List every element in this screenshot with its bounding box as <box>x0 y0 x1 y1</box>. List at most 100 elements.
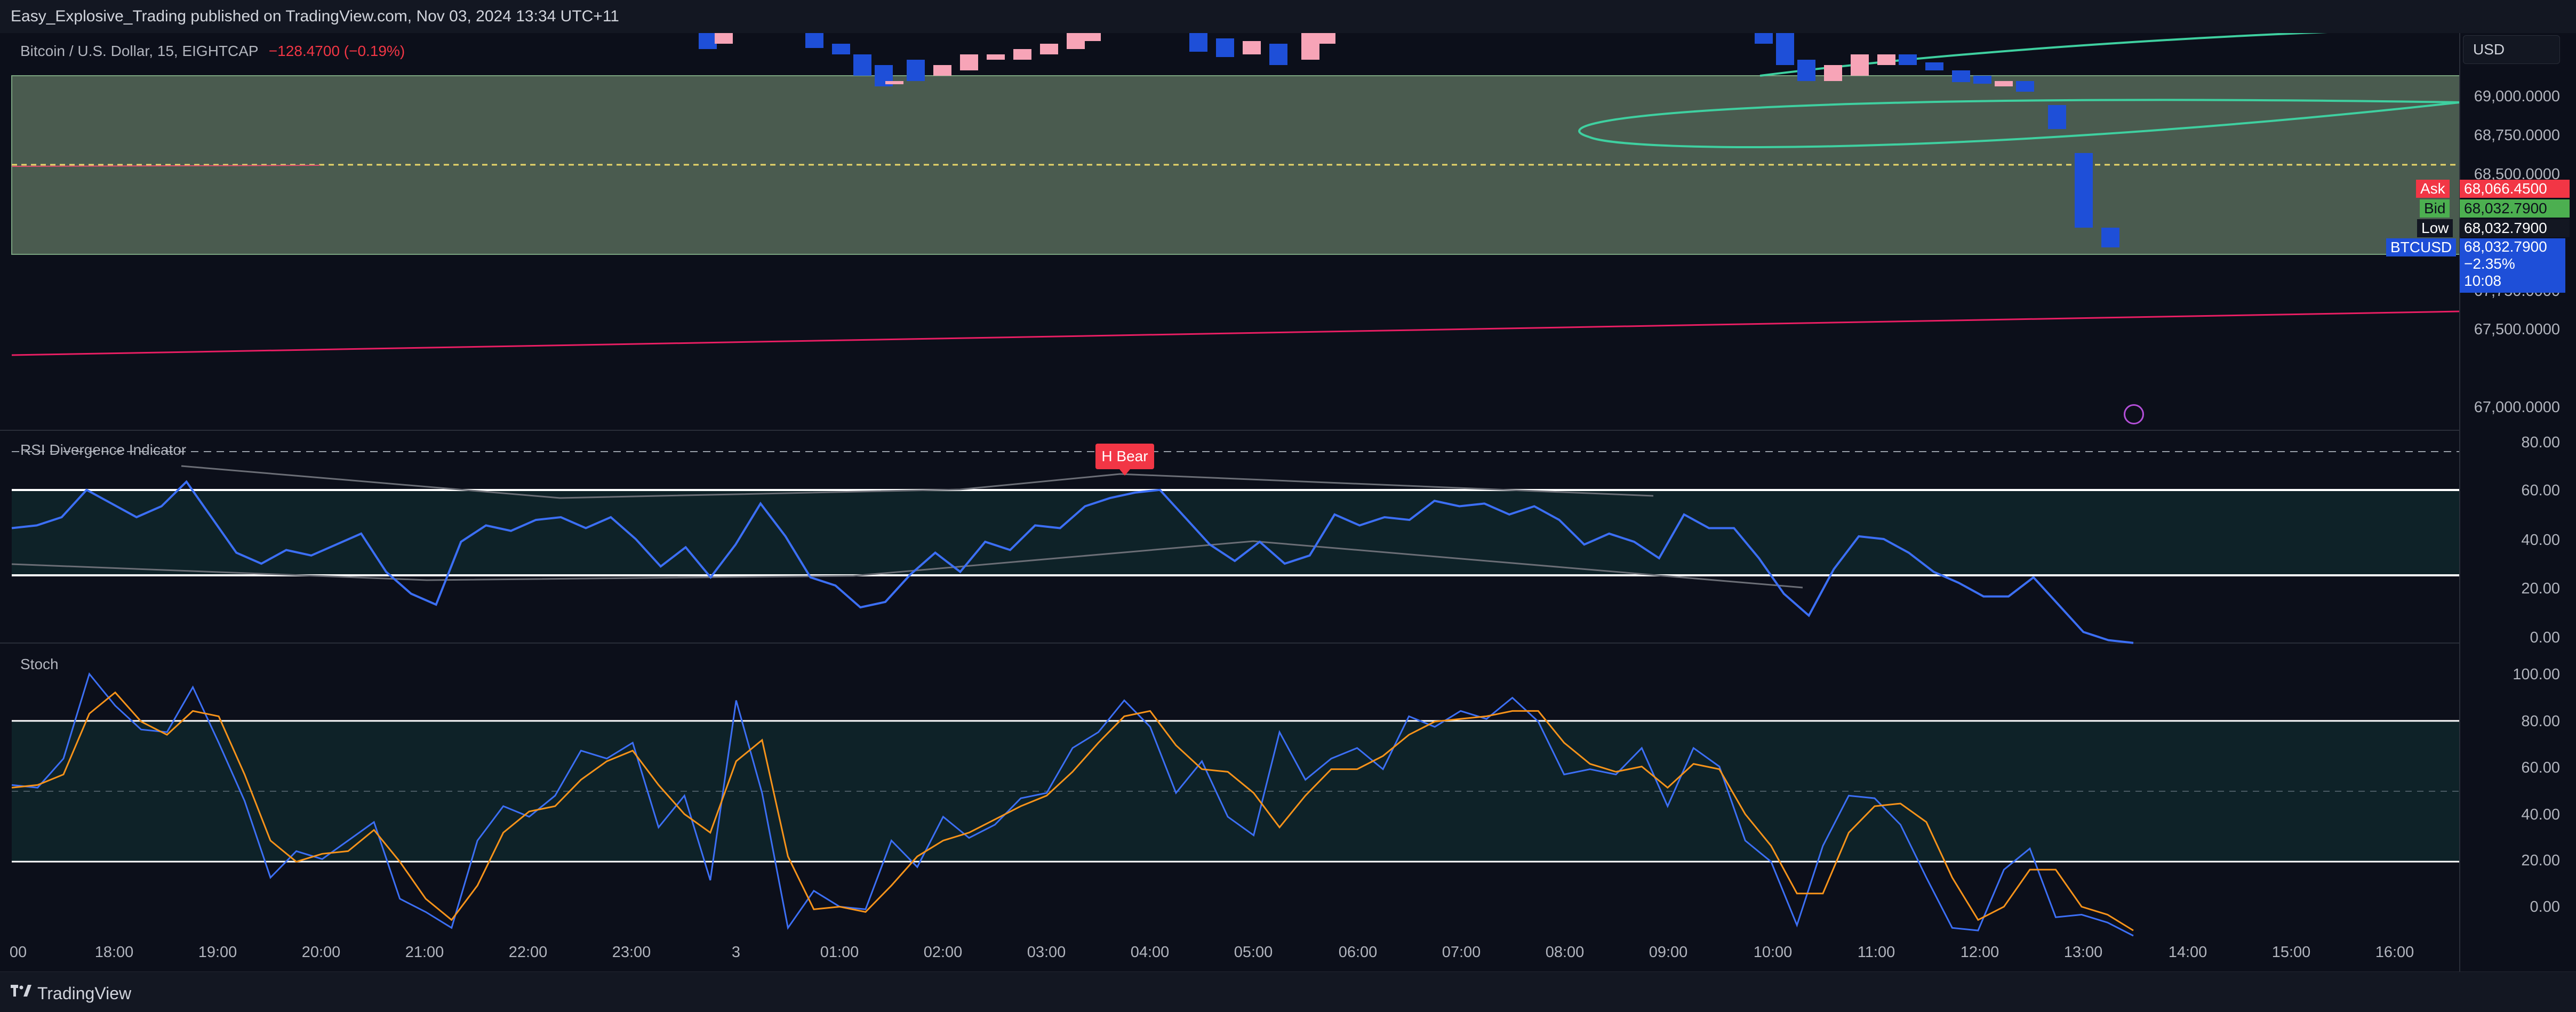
rsi-divergence-low <box>11 540 1803 589</box>
symbol-label: Bitcoin / U.S. Dollar, 15, EIGHTCAP <box>20 43 259 59</box>
candle <box>1243 41 1261 54</box>
rsi-title[interactable]: RSI Divergence Indicator <box>20 441 187 458</box>
time-tick: 13:00 <box>2063 944 2103 961</box>
stoch-d-line <box>11 691 2134 931</box>
candle <box>1899 54 1917 65</box>
change-label: −128.4700 (−0.19%) <box>268 43 405 59</box>
time-tick: 14:00 <box>2168 944 2207 961</box>
stoch-title[interactable]: Stoch <box>20 656 59 672</box>
time-tick: 19:00 <box>198 944 237 961</box>
time-axis[interactable]: 00 18:00 19:00 20:00 21:00 22:00 23:00 3… <box>0 944 2460 970</box>
currency-selector[interactable]: USD <box>2463 35 2560 64</box>
candle <box>1952 70 1970 82</box>
stoch-tick: 60.00 <box>2521 759 2560 776</box>
published-text: Easy_Explosive_Trading published on Trad… <box>11 7 619 25</box>
rsi-tick: 0.00 <box>2530 629 2560 646</box>
candle <box>2075 153 2093 228</box>
rsi-tick: 40.00 <box>2521 532 2560 549</box>
candle <box>2101 228 2119 247</box>
time-tick: 07:00 <box>1442 944 1481 961</box>
time-tick: 10:00 <box>1753 944 1793 961</box>
time-tick: 09:00 <box>1649 944 1688 961</box>
time-tick: 00 <box>9 944 27 961</box>
candle <box>2048 105 2066 129</box>
candle <box>1317 33 1335 44</box>
rsi-tick: 60.00 <box>2521 482 2560 499</box>
time-tick: 01:00 <box>820 944 859 961</box>
candle <box>2016 81 2034 92</box>
time-tick: 02:00 <box>923 944 963 961</box>
time-tick: 03:00 <box>1027 944 1066 961</box>
ask-label: Ask <box>2416 180 2450 198</box>
trendline <box>11 310 2460 356</box>
time-tick: 12:00 <box>1960 944 1999 961</box>
stoch-tick: 80.00 <box>2521 713 2560 730</box>
candle <box>885 81 903 84</box>
brand-label: TradingView <box>37 984 132 1003</box>
chart-area[interactable] <box>0 33 2576 971</box>
bid-label: Bid <box>2420 199 2450 218</box>
candle <box>1189 33 1207 52</box>
time-tick: 11:00 <box>1857 944 1895 961</box>
stoch-tick: 40.00 <box>2521 806 2560 823</box>
candle <box>1824 65 1842 81</box>
candle <box>715 33 733 44</box>
price-tick: 67,500.0000 <box>2474 321 2560 338</box>
symbol-legend[interactable]: Bitcoin / U.S. Dollar, 15, EIGHTCAP −128… <box>20 43 405 60</box>
time-tick: 15:00 <box>2271 944 2311 961</box>
stoch-tick: 20.00 <box>2521 852 2560 869</box>
candle <box>1013 49 1031 60</box>
low-value: 68,032.7900 <box>2460 219 2570 237</box>
candle <box>832 44 850 54</box>
candle <box>1877 54 1895 65</box>
candle <box>987 54 1005 60</box>
time-tick: 08:00 <box>1545 944 1585 961</box>
time-tick: 04:00 <box>1130 944 1170 961</box>
candle <box>1216 38 1234 57</box>
candle <box>1995 81 2013 86</box>
candles <box>699 33 2119 247</box>
chart-canvas[interactable] <box>0 33 2576 971</box>
price-tick: 67,000.0000 <box>2474 399 2560 416</box>
candle <box>1301 33 1319 60</box>
bid-value: 68,032.7900 <box>2460 199 2570 218</box>
time-tick: 23:00 <box>612 944 651 961</box>
last-symbol-label: BTCUSD <box>2386 238 2457 256</box>
candle <box>907 60 925 81</box>
candle <box>853 54 871 76</box>
stoch-k-line <box>11 672 2134 937</box>
candle <box>933 65 951 76</box>
candle <box>1067 33 1085 49</box>
time-tick: 22:00 <box>508 944 548 961</box>
last-price-box: 68,032.7900 −2.35% 10:08 <box>2460 238 2565 293</box>
candle <box>960 54 978 70</box>
candle <box>1776 33 1794 65</box>
rsi-line <box>11 480 2134 644</box>
stoch-tick: 0.00 <box>2530 898 2560 915</box>
price-tick: 68,750.0000 <box>2474 127 2560 144</box>
time-tick: 21:00 <box>405 944 444 961</box>
alert-pin-icon[interactable] <box>2124 404 2144 424</box>
ask-value: 68,066.4500 <box>2460 180 2570 198</box>
candle <box>1925 62 1943 70</box>
candle <box>1083 33 1101 41</box>
last-price-change: −2.35% <box>2464 255 2515 272</box>
rsi-divergence-high <box>181 465 1654 499</box>
time-tick: 05:00 <box>1234 944 1273 961</box>
price-tick: 69,000.0000 <box>2474 88 2560 105</box>
candle <box>1851 54 1869 76</box>
stoch-tick: 100.00 <box>2513 666 2560 683</box>
candle <box>805 33 823 48</box>
ellipse-upper <box>1578 99 2460 138</box>
candle <box>1973 76 1991 84</box>
time-tick: 16:00 <box>2375 944 2414 961</box>
time-tick: 18:00 <box>94 944 134 961</box>
publication-header: Easy_Explosive_Trading published on Trad… <box>0 0 2576 34</box>
h-bear-label: H Bear <box>1095 444 1154 476</box>
low-label: Low <box>2417 219 2453 237</box>
time-tick: 20:00 <box>301 944 341 961</box>
candle <box>1755 33 1773 44</box>
ellipse-lower <box>1589 101 2460 148</box>
candle <box>1040 44 1058 54</box>
candle <box>699 33 717 49</box>
